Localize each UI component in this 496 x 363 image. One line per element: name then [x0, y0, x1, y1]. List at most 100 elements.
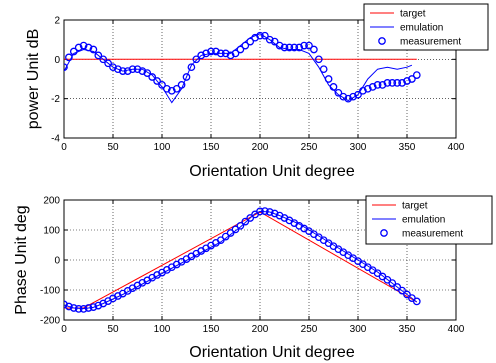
- series-marker-measurement: [261, 31, 269, 40]
- series-marker-measurement: [197, 51, 206, 60]
- y-tick-label: -4: [51, 134, 60, 145]
- x-tick-label: 50: [107, 142, 119, 153]
- series-marker-measurement: [324, 75, 333, 83]
- series-marker-measurement: [393, 283, 402, 291]
- legend-label-emulation: emulation: [400, 23, 443, 34]
- series-marker-measurement: [69, 304, 78, 312]
- series-marker-measurement: [300, 41, 308, 50]
- series-marker-measurement: [256, 31, 264, 40]
- x-tick-label: 100: [154, 142, 171, 153]
- legend-label-target: target: [400, 9, 426, 20]
- series-marker-measurement: [99, 55, 108, 64]
- series-marker-measurement: [143, 69, 152, 77]
- y-tick-label: 0: [54, 256, 60, 267]
- series-marker-measurement: [64, 63, 68, 72]
- series-marker-measurement: [251, 33, 259, 42]
- series-marker-measurement: [79, 305, 88, 313]
- series-marker-measurement: [163, 84, 171, 93]
- series-marker-measurement: [412, 297, 421, 306]
- x-tick-label: 350: [399, 324, 416, 335]
- series-marker-measurement: [123, 67, 132, 75]
- y-axis-label: power Unit dB: [25, 29, 42, 130]
- series-marker-measurement: [339, 92, 348, 101]
- x-tick-label: 300: [350, 142, 367, 153]
- series-marker-measurement: [265, 208, 274, 216]
- series-marker-measurement: [393, 79, 402, 87]
- series-marker-measurement: [221, 232, 230, 241]
- y-tick-label: 200: [43, 196, 60, 207]
- y-tick-label: -200: [40, 316, 60, 327]
- series-marker-measurement: [388, 79, 397, 87]
- series-marker-measurement: [246, 37, 255, 46]
- series-marker-measurement: [182, 73, 191, 81]
- series-marker-measurement: [148, 73, 157, 81]
- x-tick-label: 400: [448, 324, 465, 335]
- series-marker-measurement: [398, 286, 406, 295]
- y-tick-label: -100: [40, 286, 60, 297]
- series-marker-measurement: [412, 71, 421, 79]
- series-marker-measurement: [373, 81, 382, 89]
- series-marker-measurement: [383, 79, 392, 87]
- series-marker-measurement: [172, 84, 181, 93]
- legend-box: [365, 195, 493, 245]
- x-tick-label: 0: [61, 142, 67, 153]
- legend-label-measurement: measurement: [400, 37, 461, 48]
- series-marker-measurement: [231, 49, 240, 58]
- series-marker-measurement: [187, 63, 196, 72]
- series-marker-measurement: [177, 81, 186, 89]
- series-marker-measurement: [275, 41, 284, 50]
- series-marker-measurement: [378, 81, 387, 89]
- series-marker-measurement: [74, 43, 83, 52]
- legend-label-emulation: emulation: [402, 215, 445, 226]
- series-marker-measurement: [319, 65, 328, 74]
- series-marker-measurement: [295, 43, 304, 52]
- series-marker-measurement: [84, 304, 93, 312]
- series-group: [64, 207, 421, 313]
- series-marker-measurement: [314, 55, 323, 64]
- series-marker-measurement: [403, 77, 411, 85]
- x-axis-label: Orientation Unit degree: [189, 163, 355, 180]
- x-tick-label: 200: [252, 324, 269, 335]
- phase-plot: 0 50 100 150 200 250 300 350 400 -200 -100 0 100 200 O…: [13, 195, 493, 361]
- series-marker-measurement: [388, 279, 397, 287]
- series-marker-measurement: [158, 81, 166, 89]
- series-marker-measurement: [261, 207, 269, 215]
- series-marker-measurement: [256, 207, 264, 216]
- series-marker-measurement: [231, 225, 240, 234]
- series-marker-measurement: [216, 236, 225, 245]
- series-marker-measurement: [69, 47, 78, 56]
- legend-swatch-measurement: [378, 37, 386, 45]
- y-tick-label: 0: [54, 55, 60, 66]
- x-tick-label: 150: [203, 324, 220, 335]
- series-marker-measurement: [109, 63, 117, 72]
- series-marker-measurement: [84, 43, 93, 52]
- series-marker-measurement: [128, 65, 137, 74]
- series-marker-measurement: [408, 75, 416, 83]
- series-marker-measurement: [310, 45, 318, 54]
- x-tick-label: 200: [252, 142, 269, 153]
- series-marker-measurement: [246, 214, 255, 222]
- series-marker-measurement: [280, 43, 289, 52]
- x-tick-label: 250: [301, 324, 318, 335]
- series-marker-measurement: [104, 59, 112, 68]
- series-marker-measurement: [344, 94, 353, 103]
- series-marker-measurement: [285, 43, 294, 52]
- series-marker-measurement: [167, 86, 176, 95]
- legend-label-measurement: measurement: [402, 229, 463, 240]
- x-tick-label: 100: [154, 324, 171, 335]
- series-marker-measurement: [65, 53, 73, 62]
- y-tick-label: 100: [43, 226, 60, 237]
- x-tick-label: 50: [107, 324, 119, 335]
- x-tick-label: 400: [448, 142, 465, 153]
- legend-swatch-measurement: [380, 229, 388, 237]
- series-marker-measurement: [133, 65, 142, 74]
- legend-label-target: target: [402, 201, 428, 212]
- series-marker-measurement: [270, 37, 279, 46]
- series-marker-measurement: [241, 217, 250, 226]
- series-marker-measurement: [118, 67, 127, 75]
- series-marker-measurement: [192, 55, 201, 64]
- series-group: [64, 31, 421, 104]
- y-tick-label: 2: [54, 16, 60, 27]
- series-marker-measurement: [79, 41, 88, 50]
